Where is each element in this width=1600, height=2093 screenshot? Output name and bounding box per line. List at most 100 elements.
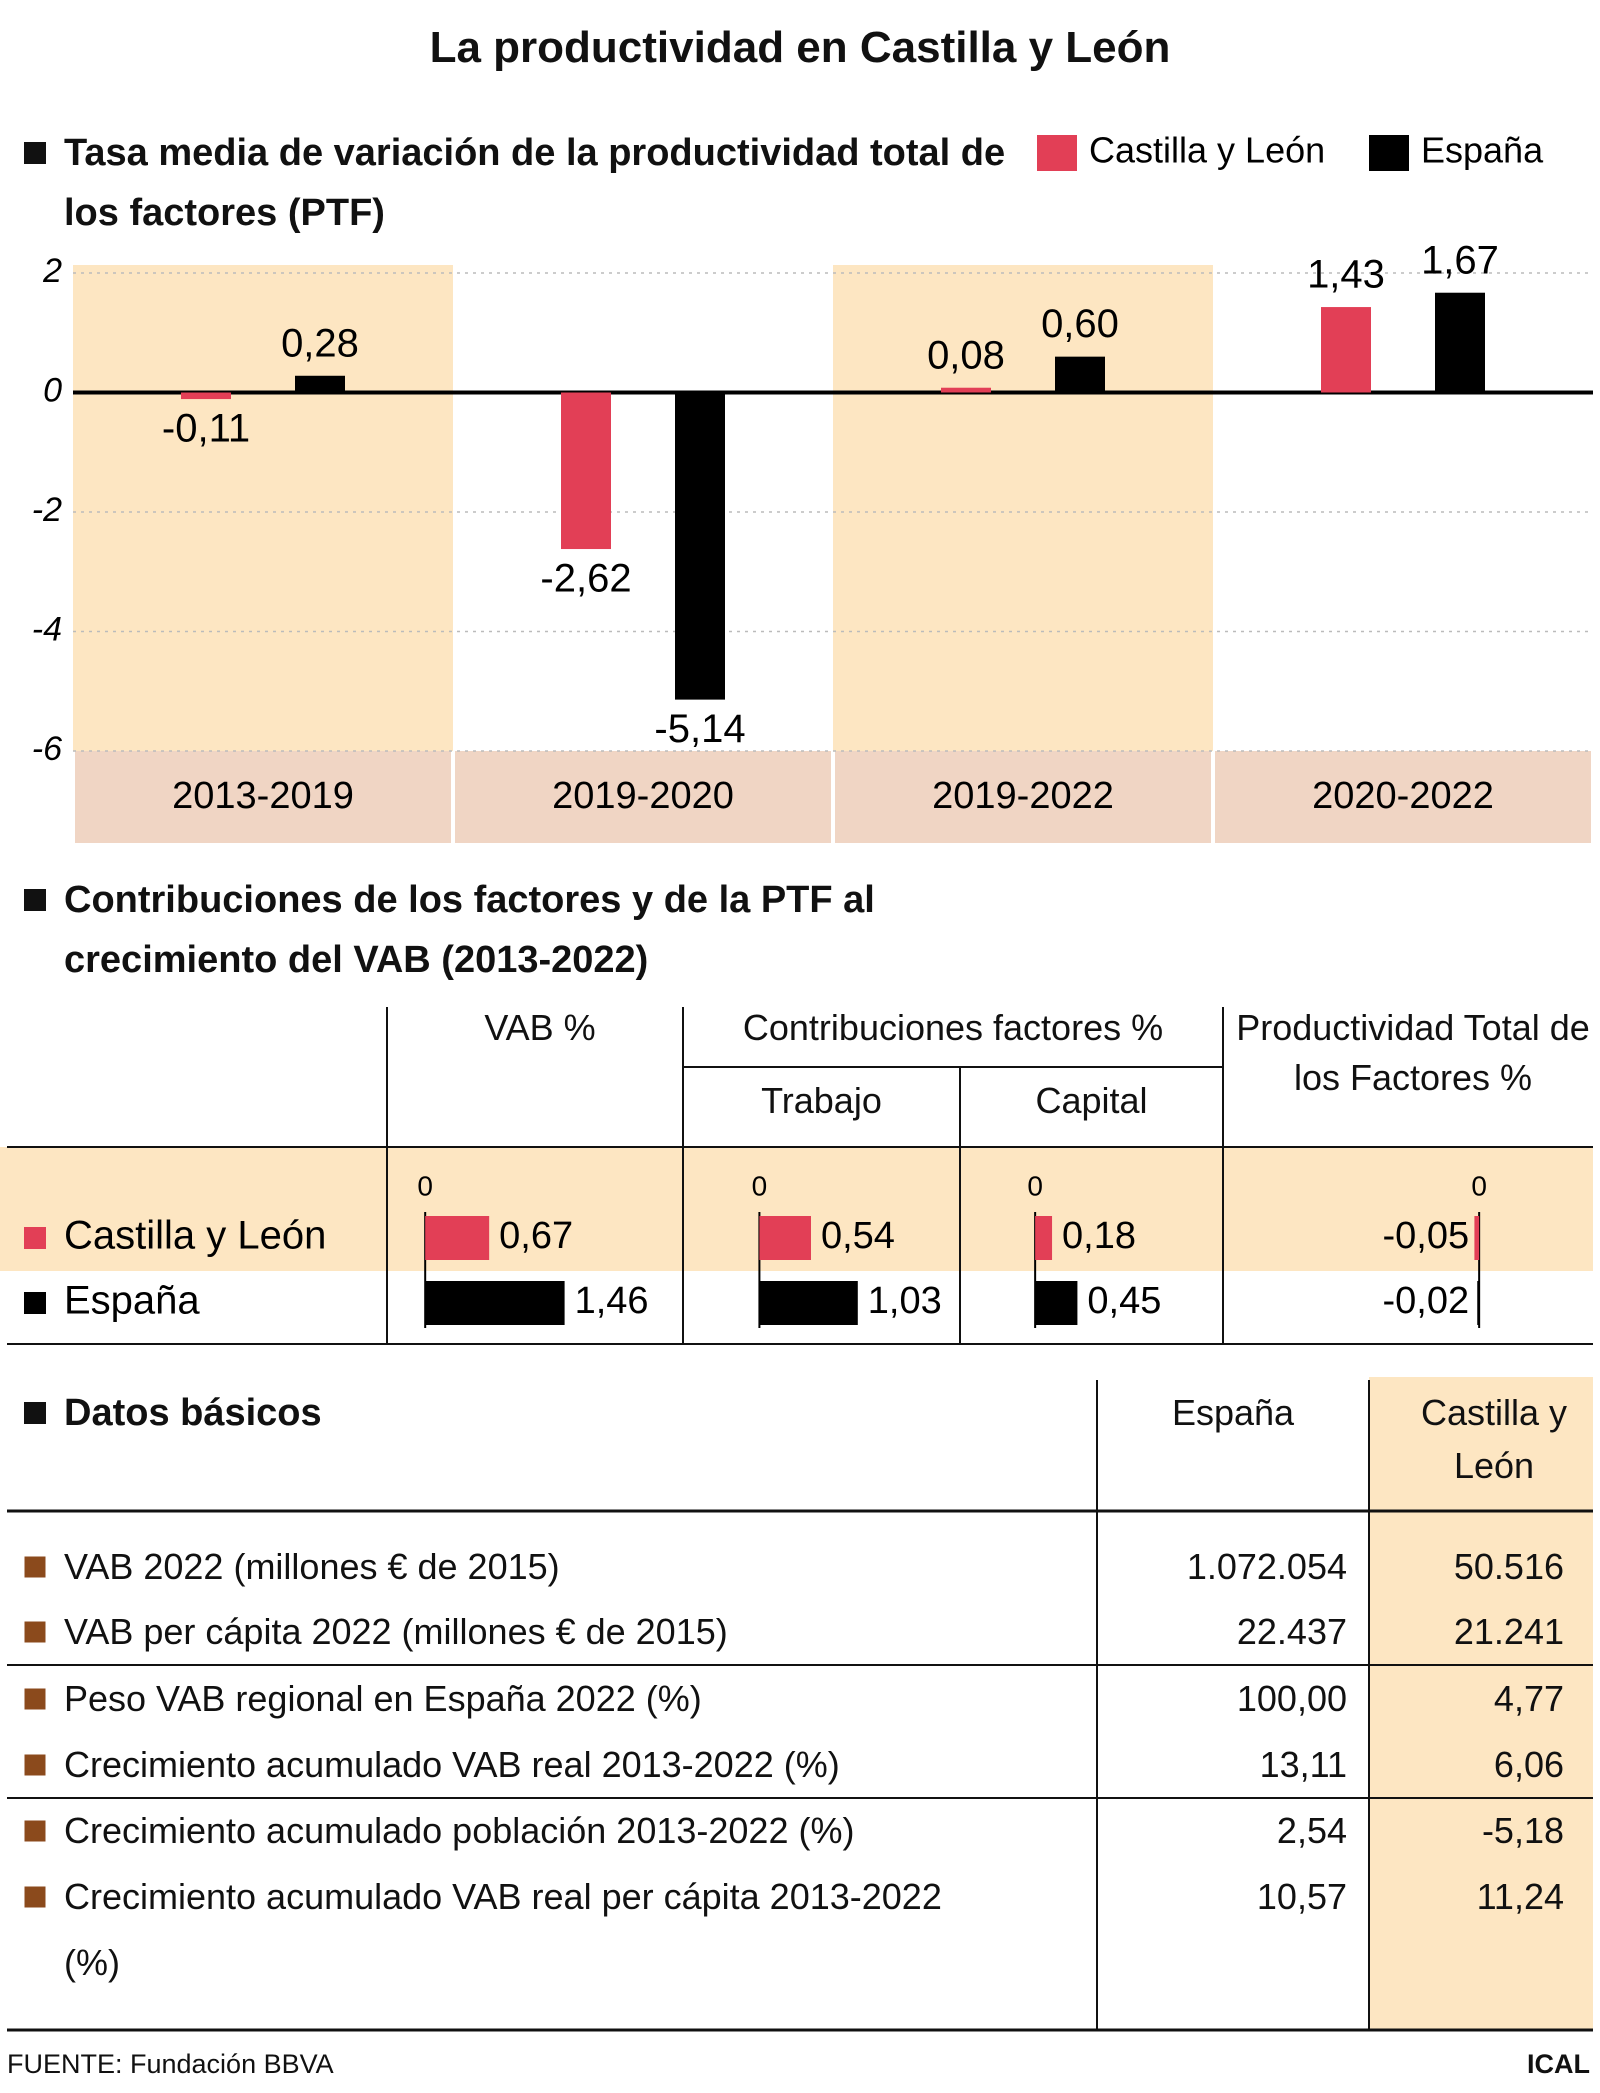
column-header: Castilla y León	[1420, 1392, 1568, 1486]
cell-value: 50.516	[1453, 1546, 1564, 1587]
column-group-header: Contribuciones factores %	[742, 1007, 1164, 1048]
legend-label: España	[1421, 130, 1544, 171]
bullet	[24, 1754, 46, 1776]
value-label: -2,62	[540, 557, 631, 601]
x-tick-label: 0	[1027, 1170, 1043, 1201]
bullet	[24, 1402, 46, 1424]
x-tick-label: 2019-2022	[932, 775, 1114, 817]
cell-value: -5,18	[1481, 1810, 1564, 1851]
row-label: Crecimiento acumulado VAB real per cápit…	[64, 1876, 942, 1983]
value-label: -0,11	[162, 407, 250, 451]
y-tick-label: -2	[32, 491, 62, 529]
bar	[759, 1281, 858, 1325]
row-label: Crecimiento acumulado VAB real 2013-2022…	[64, 1744, 840, 1785]
cell-value: 100,00	[1236, 1678, 1347, 1719]
column-shade	[1369, 1377, 1593, 2030]
row-label: Peso VAB regional en España 2022 (%)	[64, 1678, 702, 1719]
bar	[425, 1281, 565, 1325]
cell-value: 11,24	[1476, 1876, 1564, 1917]
bar	[1055, 356, 1105, 393]
section-heading: Tasa media de variación de la productivi…	[64, 132, 1006, 234]
page-title: La productividad en Castilla y León	[429, 23, 1171, 72]
bar	[759, 1216, 811, 1260]
x-tick-label: 0	[417, 1170, 433, 1201]
bullet	[24, 1688, 46, 1710]
value-label: 0,45	[1087, 1280, 1161, 1322]
value-label: 1,43	[1307, 253, 1385, 297]
row-label: VAB 2022 (millones € de 2015)	[64, 1546, 560, 1587]
row-label: España	[64, 1279, 200, 1323]
source: FUENTE: Fundación BBVA	[7, 2049, 334, 2079]
y-tick-label: -6	[32, 730, 62, 768]
cell-value: 22.437	[1236, 1611, 1347, 1652]
bar	[1035, 1281, 1078, 1325]
value-label: 0,60	[1041, 302, 1119, 346]
value-label: -5,14	[654, 707, 745, 751]
column-shade	[833, 265, 1213, 751]
bar	[1321, 307, 1371, 393]
bar	[1477, 1281, 1480, 1325]
x-tick-label: 2019-2020	[552, 775, 734, 817]
bar	[675, 392, 725, 700]
cell-value: 21.241	[1453, 1611, 1564, 1652]
bullet	[24, 1227, 46, 1249]
x-tick-label: 0	[752, 1170, 768, 1201]
y-tick-label: 2	[42, 252, 62, 290]
bullet	[24, 1820, 46, 1842]
legend-label: Castilla y León	[1089, 130, 1325, 171]
value-label: 0,67	[499, 1215, 573, 1257]
column-header: Trabajo	[761, 1080, 882, 1121]
bar	[1035, 1216, 1053, 1260]
x-tick-label: 0	[1471, 1170, 1487, 1201]
bar	[425, 1216, 490, 1260]
bar	[295, 375, 345, 393]
cell-value: 13,11	[1259, 1744, 1347, 1785]
cell-value: 10,57	[1256, 1876, 1347, 1917]
value-label: 1,46	[575, 1280, 649, 1322]
credit: ICAL	[1527, 2049, 1590, 2079]
value-label: 0,54	[821, 1215, 895, 1257]
x-tick-label: 2013-2019	[172, 775, 354, 817]
category-band	[1215, 751, 1591, 843]
category-band	[835, 751, 1211, 843]
y-tick-label: -4	[32, 610, 62, 648]
column-shade	[73, 265, 453, 751]
cell-value: 1.072.054	[1186, 1546, 1347, 1587]
x-tick-label: 2020-2022	[1312, 775, 1494, 817]
bar	[941, 387, 991, 393]
column-header: Capital	[1035, 1080, 1148, 1121]
bullet	[24, 1886, 46, 1908]
value-label: 0,28	[281, 321, 359, 365]
value-label: -0,05	[1383, 1215, 1470, 1257]
bullet	[24, 1556, 46, 1578]
bullet	[24, 142, 46, 164]
value-label: -0,02	[1383, 1280, 1470, 1322]
y-tick-label: 0	[43, 371, 62, 409]
column-header: VAB %	[484, 1007, 596, 1048]
value-label: 1,67	[1421, 238, 1499, 282]
value-label: 1,03	[868, 1280, 942, 1322]
cell-value: 6,06	[1493, 1744, 1564, 1785]
row-label: Crecimiento acumulado población 2013-202…	[64, 1810, 855, 1851]
bar	[1474, 1216, 1480, 1260]
legend-swatch	[1037, 135, 1077, 171]
column-header: Productividad Total de los Factores %	[1236, 1007, 1590, 1098]
category-band	[75, 751, 451, 843]
value-label: 0,18	[1062, 1215, 1136, 1257]
column-header: España	[1171, 1392, 1295, 1433]
category-band	[455, 751, 831, 843]
cell-value: 2,54	[1276, 1810, 1347, 1851]
bar	[561, 392, 611, 550]
bar	[1435, 292, 1485, 393]
bullet	[24, 1621, 46, 1643]
section-heading: Datos básicos	[64, 1392, 322, 1434]
bullet	[24, 1292, 46, 1314]
bullet	[24, 889, 46, 911]
cell-value: 4,77	[1493, 1678, 1564, 1719]
section-heading: Contribuciones de los factores y de la P…	[64, 879, 875, 981]
value-label: 0,08	[927, 333, 1005, 377]
legend-swatch	[1369, 135, 1409, 171]
row-label: Castilla y León	[64, 1214, 326, 1258]
